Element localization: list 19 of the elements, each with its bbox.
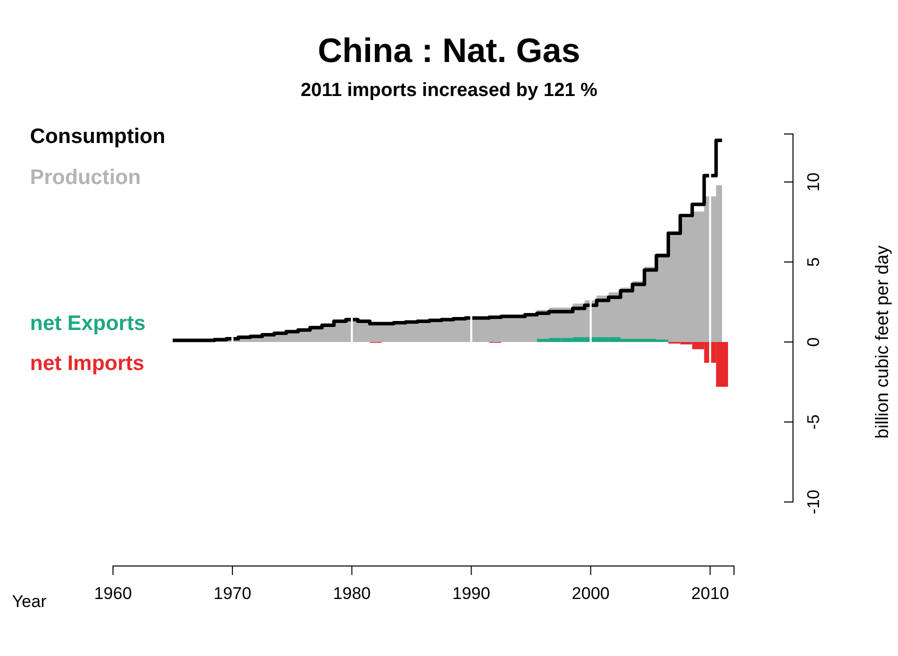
y-tick-label: 5 [804,257,823,267]
y-tick-label: 10 [804,172,823,192]
chart-subtitle: 2011 imports increased by 121 % [300,80,598,101]
text: net Exports [30,312,146,335]
text: Production [30,166,141,189]
text: net Imports [30,352,144,375]
chart-title: China : Nat. Gas [318,32,580,70]
y-axis-title: billion cubic feet per day [872,245,892,439]
x-tick-label: 2010 [691,584,730,604]
x-tick-label: 1960 [94,584,132,604]
x-tick-label: 2000 [572,584,610,604]
x-axis-title: Year [12,592,47,611]
x-tick-label: 1970 [214,584,252,604]
y-tick-label: 0 [804,337,823,347]
x-tick-label: 1990 [452,584,490,604]
text: Consumption [30,125,166,148]
x-tick-label: 1980 [332,584,371,604]
y-tick-label: -5 [804,414,823,430]
y-tick-label: -10 [804,490,823,514]
